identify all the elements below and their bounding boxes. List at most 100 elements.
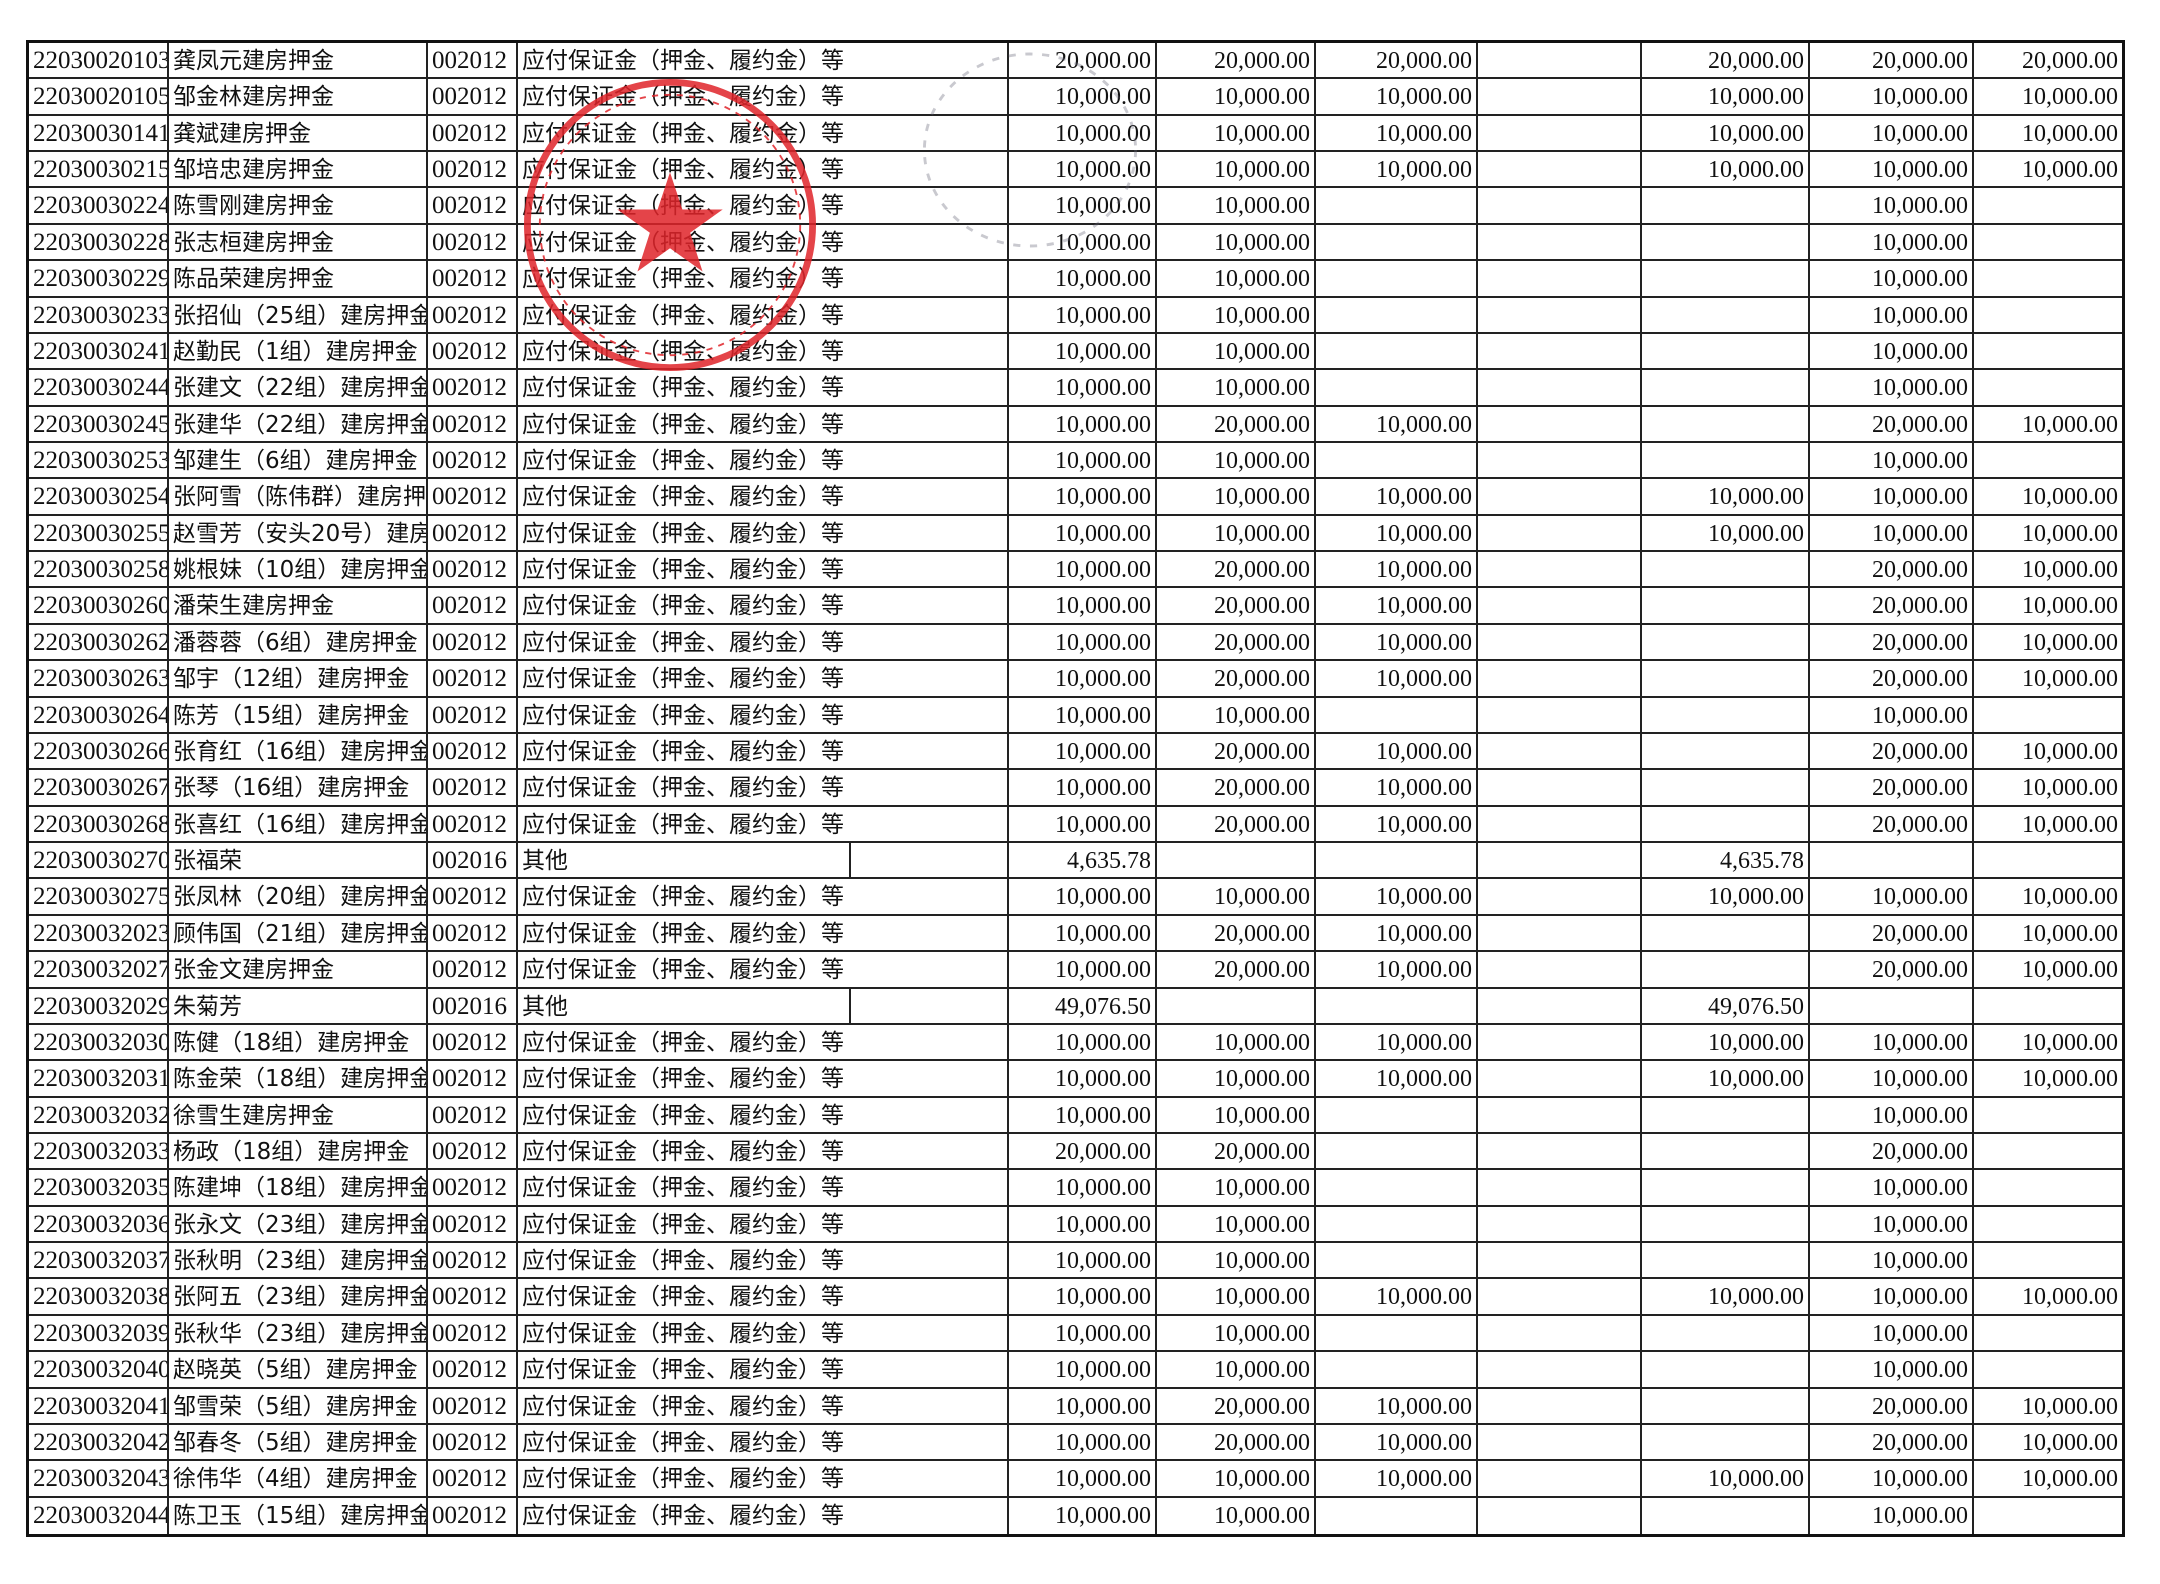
name-cell: 邹金林建房押金: [169, 79, 428, 114]
amount-cell-c3: 10,000.00: [1316, 1024, 1478, 1060]
table-row: 22030032038 张阿五（23组）建房押金 002012 应付保证金（押金、履约…: [29, 1279, 2122, 1316]
column-divider: [1007, 661, 1009, 696]
subject-code-cell: 002012: [428, 624, 518, 660]
amount-cell-c2: 20,000.00: [1157, 406, 1316, 442]
table-row: 22030032033 杨政（18组）建房押金 002012 应付保证金（押金、履约金…: [29, 1133, 2122, 1171]
amount-cell-c3: [1316, 443, 1478, 478]
amount-cell-c4: [1478, 1424, 1642, 1460]
account-code-cell: 22030030254: [29, 479, 169, 514]
table-row: 22030032029 朱菊芳 002016 其他 49,076.50 49,076.50: [29, 988, 2122, 1025]
amount-cell-c5: 10,000.00: [1642, 115, 1810, 151]
column-divider: [1007, 588, 1009, 623]
amount-cell-c3: [1316, 224, 1478, 260]
amount-cell-c4: [1478, 1133, 1642, 1169]
amount-cell-c7: 20,000.00: [2022, 48, 2118, 74]
amount-cell-c1: 10,000.00: [1007, 1279, 1157, 1314]
amount-cell-c4: [1478, 333, 1642, 369]
category-cell: 其他: [522, 993, 568, 1020]
account-code-cell: 22030020105: [29, 79, 169, 114]
amount-cell-c4: [1478, 79, 1642, 114]
amount-cell-c7: 10,000.00: [2022, 593, 2118, 620]
category-cell: 应付保证金（押金、履约金）等: [522, 702, 844, 729]
category-cell: 应付保证金（押金、履约金）等: [522, 629, 844, 656]
column-divider: [1007, 1061, 1009, 1096]
amount-cell-c6: [1810, 843, 1974, 878]
table-row: 22030030260 潘荣生建房押金 002012 应付保证金（押金、履约金）等 10…: [29, 588, 2122, 625]
amount-cell-c5: [1642, 261, 1810, 296]
amount-cell-c7: 10,000.00: [2022, 884, 2118, 911]
account-code-cell: 22030030270: [29, 843, 169, 878]
amount-cell-c7: [1974, 1098, 2122, 1132]
subject-code-cell: 002012: [428, 1206, 518, 1242]
column-divider: [1007, 443, 1009, 478]
amount-cell-c5: [1642, 224, 1810, 260]
amount-cell-c5: 10,000.00: [1642, 879, 1810, 914]
table-row: 22030030215 邹培忠建房押金 002012 应付保证金（押金、履约金）等 10…: [29, 152, 2122, 189]
subject-code-cell: 002012: [428, 1133, 518, 1169]
name-cell: 张秋华（23组）建房押金: [169, 1315, 428, 1351]
category-cell: 其他: [522, 848, 568, 875]
amount-cell-c2: [1157, 988, 1316, 1023]
amount-cell-c2: 10,000.00: [1157, 224, 1316, 260]
amount-cell-c1: 10,000.00: [1007, 1497, 1157, 1534]
table-row: 22030030229 陈品荣建房押金 002012 应付保证金（押金、履约金）等 10…: [29, 261, 2122, 298]
amount-cell-c6: 10,000.00: [1810, 1352, 1974, 1387]
amount-cell-c4: [1478, 479, 1642, 514]
subject-code-cell: 002012: [428, 1388, 518, 1423]
table-row: 22030030268 张喜红（16组）建房押金 002012 应付保证金（押金、履约…: [29, 806, 2122, 844]
amount-cell-c3: [1316, 1497, 1478, 1534]
table-row: 22030030264 陈芳（15组）建房押金 002012 应付保证金（押金、履约金…: [29, 697, 2122, 734]
amount-cell-c4: [1478, 552, 1642, 587]
name-cell: 邹雪荣（5组）建房押金: [169, 1388, 428, 1423]
account-code-cell: 22030030253: [29, 443, 169, 478]
subject-code-cell: 002012: [428, 188, 518, 223]
category-cell: 应付保证金（押金、履约金）等: [522, 1102, 844, 1129]
amount-cell-c1: 10,000.00: [1007, 479, 1157, 514]
amount-cell-c6: 20,000.00: [1810, 1133, 1974, 1169]
amount-cell-c1: 10,000.00: [1007, 1424, 1157, 1460]
name-cell: 张金文建房押金: [169, 952, 428, 987]
amount-cell-c2: 10,000.00: [1157, 443, 1316, 478]
amount-cell-c6: 10,000.00: [1810, 1061, 1974, 1096]
subject-code-cell: 002012: [428, 79, 518, 114]
amount-cell-c7: 10,000.00: [2022, 557, 2118, 584]
amount-cell-c3: [1316, 988, 1478, 1023]
column-divider: [849, 988, 851, 1023]
amount-cell-c4: [1478, 1315, 1642, 1351]
amount-cell-c5: 10,000.00: [1642, 1279, 1810, 1314]
amount-cell-c6: 20,000.00: [1810, 1388, 1974, 1423]
table-row: 22030032035 陈建坤（18组）建房押金 002012 应付保证金（押金、履约…: [29, 1170, 2122, 1207]
amount-cell-c7: 10,000.00: [2022, 738, 2118, 765]
amount-cell-c5: [1642, 370, 1810, 405]
category-cell: 应付保证金（押金、履约金）等: [522, 157, 844, 184]
category-cell: 应付保证金（押金、履约金）等: [522, 266, 844, 293]
amount-cell-c6: 20,000.00: [1810, 406, 1974, 442]
amount-cell-c3: [1316, 1097, 1478, 1132]
amount-cell-c2: 10,000.00: [1157, 79, 1316, 114]
amount-cell-c4: [1478, 1461, 1642, 1496]
amount-cell-c5: [1642, 624, 1810, 660]
amount-cell-c7: [1974, 1134, 2122, 1168]
amount-cell-c3: 10,000.00: [1316, 770, 1478, 805]
category-cell: 应付保证金（押金、履约金）等: [522, 193, 844, 220]
amount-cell-c2: 10,000.00: [1157, 370, 1316, 405]
amount-cell-c6: 10,000.00: [1810, 515, 1974, 551]
category-cell: 应付保证金（押金、履约金）等: [522, 1138, 844, 1165]
amount-cell-c6: 20,000.00: [1810, 952, 1974, 987]
category-cell: 应付保证金（押金、履约金）等: [522, 920, 844, 947]
amount-cell-c5: [1642, 333, 1810, 369]
table-row: 22030032032 徐雪生建房押金 002012 应付保证金（押金、履约金）等 10…: [29, 1097, 2122, 1134]
amount-cell-c4: [1478, 1497, 1642, 1534]
amount-cell-c3: 10,000.00: [1316, 1061, 1478, 1096]
amount-cell-c1: 10,000.00: [1007, 1388, 1157, 1423]
amount-cell-c7: 10,000.00: [2022, 1429, 2118, 1456]
amount-cell-c7: 10,000.00: [2022, 1466, 2118, 1493]
subject-code-cell: 002012: [428, 1461, 518, 1496]
column-divider: [1007, 515, 1009, 551]
amount-cell-c4: [1478, 952, 1642, 987]
amount-cell-c6: 10,000.00: [1810, 261, 1974, 296]
subject-code-cell: 002012: [428, 806, 518, 842]
subject-code-cell: 002016: [428, 843, 518, 878]
name-cell: 姚根妹（10组）建房押金: [169, 552, 428, 587]
amount-cell-c3: [1316, 1206, 1478, 1242]
